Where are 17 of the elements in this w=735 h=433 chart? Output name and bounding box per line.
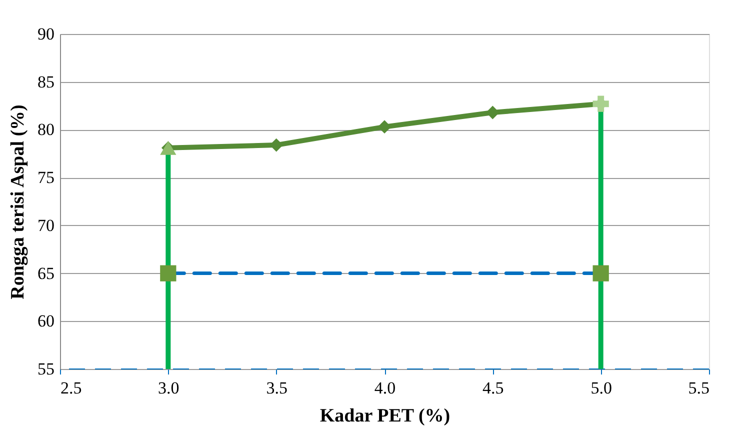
x-tick-label: 4.0	[374, 378, 396, 398]
x-tick-label: 3.0	[158, 378, 180, 398]
x-tick-label: 2.5	[60, 378, 82, 398]
x-tick-label: 3.5	[266, 378, 288, 398]
y-tick-label: 70	[38, 216, 54, 235]
y-tick-label: 60	[38, 312, 54, 331]
y-tick-label: 75	[38, 168, 54, 188]
y-tick-label: 65	[38, 264, 54, 283]
y-tick-label: 85	[38, 72, 54, 92]
x-tick-label: 5.0	[590, 378, 612, 398]
y-axis-title: Rongga terisi Aspal (%)	[8, 104, 28, 300]
x-tick-label: 5.5	[688, 378, 710, 398]
x-tick-label: 4.5	[482, 378, 504, 398]
y-tick-label: 55	[38, 360, 54, 378]
y-tick-label: 80	[38, 120, 54, 140]
y-tick-label: 90	[38, 24, 54, 44]
x-axis-title: Kadar PET (%)	[320, 406, 450, 426]
